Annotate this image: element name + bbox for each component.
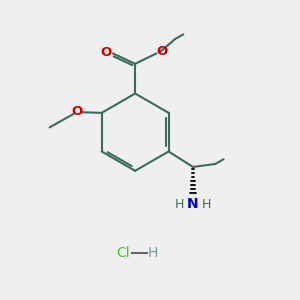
Text: H: H — [148, 245, 158, 260]
Text: N: N — [187, 196, 199, 211]
Text: H: H — [175, 198, 184, 211]
Text: O: O — [101, 46, 112, 59]
Text: H: H — [202, 198, 211, 211]
Text: Cl: Cl — [116, 245, 130, 260]
Text: O: O — [71, 105, 82, 118]
Text: O: O — [157, 45, 168, 58]
